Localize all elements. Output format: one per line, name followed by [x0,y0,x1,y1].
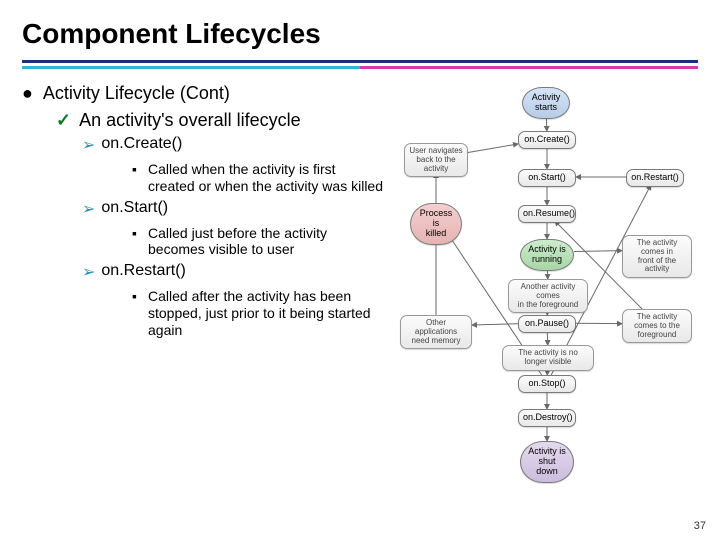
title-rule-bottom [22,66,698,69]
item-0-heading: on.Create() [101,135,182,155]
square-icon: ▪ [132,161,142,195]
bullet-dot-icon: ● [22,83,33,104]
flow-node-killed: Process iskilled [410,203,462,245]
flow-node-another: Another activity comesin the foreground [508,279,588,313]
lifecycle-flowchart: Activitystarts on.Create() User navigatesb… [390,83,720,343]
lvl1-text: An activity's overall lifecycle [79,110,301,131]
bullet-list: ● Activity Lifecycle (Cont) ✓ An activit… [22,83,390,343]
arrow-icon: ➢ [82,262,95,282]
page-number: 37 [694,520,706,532]
lvl0-text: Activity Lifecycle (Cont) [43,83,230,104]
slide-title: Component Lifecycles [22,18,698,50]
flow-node-running: Activity isrunning [520,239,574,271]
square-icon: ▪ [132,288,142,338]
item-2-detail: Called after the activity has been stopp… [148,288,386,338]
item-1-detail: Called just before the activity becomes … [148,225,386,259]
check-icon: ✓ [56,110,71,131]
flow-node-restart: on.Restart() [626,169,684,187]
item-0-detail: Called when the activity is first create… [148,161,386,195]
square-icon: ▪ [132,225,142,259]
arrow-icon: ➢ [82,135,95,155]
flow-node-tofg: The activitycomes to theforeground [622,309,692,343]
flow-node-starts: Activitystarts [522,87,570,119]
flow-node-create: on.Create() [518,131,576,149]
flow-node-shutdown: Activity isshut down [520,441,574,483]
flow-node-start: on.Start() [518,169,576,187]
flow-node-othermem: Other applicationsneed memory [400,315,472,349]
flow-node-novis: The activity is no longer visible [502,345,594,371]
item-1-heading: on.Start() [101,199,168,219]
flow-node-navback: User navigatesback to theactivity [404,143,468,177]
item-2-heading: on.Restart() [101,262,185,282]
flow-node-resume: on.Resume() [518,205,576,223]
arrow-icon: ➢ [82,199,95,219]
flow-node-pause: on.Pause() [518,315,576,333]
flow-node-stop: on.Stop() [518,375,576,393]
flow-node-comesfg: The activitycomes infront of the activit… [622,235,692,278]
flow-node-destroy: on.Destroy() [518,409,576,427]
